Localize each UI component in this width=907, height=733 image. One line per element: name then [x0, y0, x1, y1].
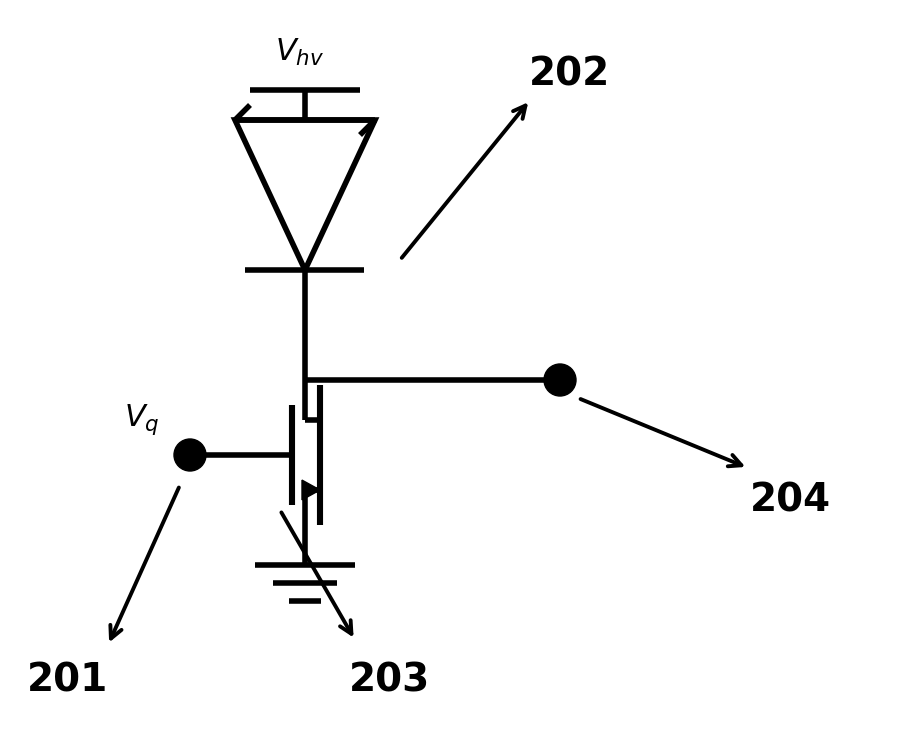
Text: 201: 201 — [27, 661, 109, 699]
Text: 202: 202 — [530, 56, 610, 94]
Polygon shape — [302, 480, 320, 500]
Circle shape — [544, 364, 576, 396]
Text: 204: 204 — [749, 481, 831, 519]
Text: $V_q$: $V_q$ — [124, 402, 160, 437]
Text: 203: 203 — [349, 661, 431, 699]
Circle shape — [174, 439, 206, 471]
Text: $V_{hv}$: $V_{hv}$ — [276, 37, 325, 67]
